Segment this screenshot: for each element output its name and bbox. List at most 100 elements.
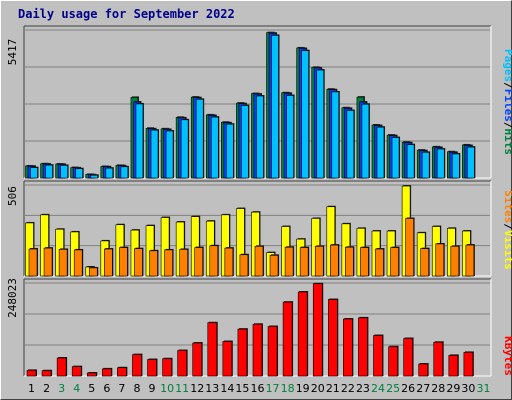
bar-sites-day16 [254, 245, 264, 277]
legend-item: / [502, 122, 512, 129]
x-tick-label-day24: 24 [371, 382, 385, 395]
x-tick-label-day13: 13 [205, 382, 219, 395]
legend-item: KBytes [502, 336, 512, 376]
x-tick-label-day29: 29 [446, 382, 460, 395]
x-tick-label-day3: 3 [58, 382, 65, 395]
legend-item: / [502, 223, 512, 230]
bar-sites-day19 [299, 246, 310, 277]
bar-kbytes-day19 [297, 291, 309, 377]
bar-pages-day23 [361, 103, 370, 179]
x-tick-label-day20: 20 [311, 382, 325, 395]
bar-sites-day14 [224, 247, 234, 277]
legend-item: Sites [502, 190, 512, 223]
bar-pages-day5 [90, 174, 99, 179]
x-tick-label-day9: 9 [149, 382, 156, 395]
bar-kbytes-day29 [448, 354, 459, 377]
x-tick-label-day2: 2 [43, 382, 50, 395]
bar-pages-day7 [120, 165, 129, 179]
bar-pages-day10 [165, 130, 175, 179]
bar-kbytes-day25 [388, 345, 399, 377]
bar-pages-day25 [391, 136, 401, 179]
bar-pages-day14 [226, 123, 235, 179]
bar-sites-day12 [194, 246, 204, 277]
bar-pages-day19 [301, 49, 310, 179]
x-tick-label-day7: 7 [118, 382, 125, 395]
bar-sites-day18 [284, 246, 295, 277]
bar-pages-day17 [271, 34, 280, 179]
x-tick-label-day25: 25 [386, 382, 400, 395]
bar-sites-day29 [450, 245, 460, 277]
bar-pages-day4 [75, 167, 84, 179]
legend-hits-files-pages: Pages/Files/Hits [502, 49, 512, 155]
x-tick-label-day23: 23 [356, 382, 370, 395]
bar-pages-day12 [195, 98, 205, 179]
y-max-label-hits: 5417 [6, 39, 19, 66]
bar-sites-day5 [88, 266, 99, 277]
x-tick-label-day15: 15 [235, 382, 249, 395]
bar-pages-day28 [436, 148, 446, 179]
bar-kbytes-day11 [177, 349, 188, 377]
bar-sites-day26 [405, 217, 415, 277]
bar-kbytes-day15 [237, 328, 248, 377]
bar-pages-day8 [135, 102, 144, 179]
bar-kbytes-day26 [403, 337, 414, 377]
bar-kbytes-day16 [252, 323, 263, 377]
x-tick-label-day30: 30 [461, 382, 475, 395]
bar-sites-day23 [360, 246, 370, 277]
bar-pages-day9 [150, 129, 160, 179]
bar-kbytes-day30 [463, 351, 474, 377]
bar-kbytes-day20 [312, 282, 324, 377]
bar-pages-day20 [316, 69, 325, 179]
x-tick-label-day11: 11 [175, 382, 189, 395]
bar-kbytes-day23 [358, 316, 369, 377]
x-tick-label-day21: 21 [326, 382, 340, 395]
legend-item: Pages [502, 49, 512, 82]
bar-sites-day21 [329, 244, 340, 277]
y-max-label-kbytes: 248023 [6, 278, 19, 318]
x-tick-label-day17: 17 [266, 382, 280, 395]
bar-pages-day13 [210, 116, 220, 179]
bar-kbytes-day7 [117, 366, 128, 377]
bar-pages-day2 [45, 164, 54, 179]
x-tick-label-day19: 19 [296, 382, 310, 395]
bar-sites-day27 [420, 247, 430, 277]
x-tick-label-day31: 31 [476, 382, 490, 395]
bar-sites-day25 [390, 246, 400, 277]
bar-kbytes-day21 [327, 298, 339, 377]
legend-item: / [502, 82, 512, 89]
bar-kbytes-day8 [132, 353, 143, 377]
x-tick-label-day22: 22 [341, 382, 355, 395]
bar-sites-day7 [119, 246, 129, 277]
bar-sites-day15 [239, 253, 249, 277]
legend-kbytes: KBytes [502, 336, 512, 376]
bar-pages-day1 [30, 166, 39, 179]
bar-pages-day3 [60, 164, 69, 179]
x-tick-label-day5: 5 [88, 382, 95, 395]
bar-pages-day11 [180, 118, 190, 179]
bar-sites-day3 [58, 248, 69, 277]
bar-kbytes-day4 [71, 365, 83, 377]
bar-sites-day22 [345, 246, 355, 277]
x-tick-label-day28: 28 [431, 382, 445, 395]
legend-sites-visits: Sites/Visits [502, 190, 512, 270]
bar-pages-day30 [467, 146, 476, 179]
bar-pages-day15 [241, 104, 250, 179]
bar-pages-day27 [421, 151, 431, 179]
bar-sites-day4 [73, 248, 84, 277]
bar-pages-day29 [452, 152, 461, 179]
bar-kbytes-day1 [26, 369, 37, 377]
bar-sites-day9 [149, 249, 159, 277]
bar-pages-day24 [376, 126, 385, 179]
bar-sites-day8 [134, 247, 144, 277]
bar-sites-day24 [375, 248, 385, 277]
y-max-label-visits: 506 [6, 186, 19, 206]
bar-sites-day6 [104, 248, 114, 277]
bar-pages-day22 [346, 109, 355, 179]
x-tick-label-day1: 1 [28, 382, 35, 395]
x-tick-label-day26: 26 [401, 382, 415, 395]
bar-kbytes-day2 [41, 369, 53, 377]
bar-kbytes-day13 [207, 321, 218, 377]
bar-pages-day6 [105, 167, 114, 179]
x-tick-label-day8: 8 [133, 382, 140, 395]
